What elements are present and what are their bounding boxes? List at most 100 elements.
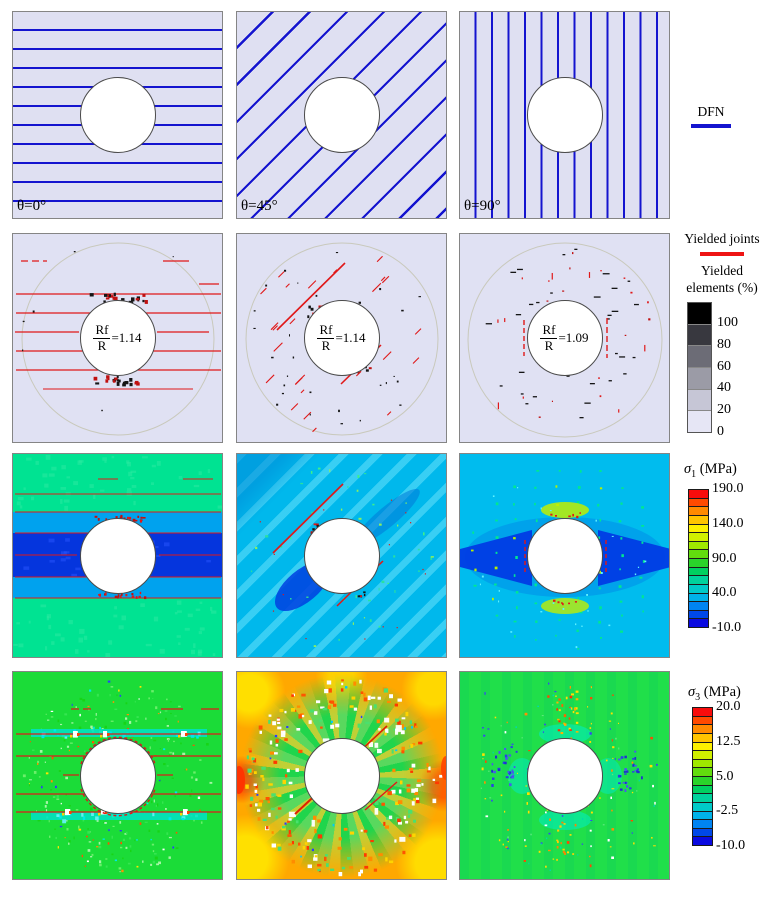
colorbar-cell xyxy=(689,498,708,508)
colorbar-tick-label: 90.0 xyxy=(712,550,737,566)
colorbar-tick-label: 12.5 xyxy=(716,733,741,749)
colorbar-cell xyxy=(689,610,708,620)
colorbar-cell xyxy=(693,820,712,829)
panel-sigma3-theta0 xyxy=(12,671,223,880)
tunnel-circle: Rf R =1.14 xyxy=(79,300,156,376)
colorbar-tick-label: 40.0 xyxy=(712,585,737,601)
colorbar-tick-label: 80 xyxy=(717,336,731,352)
rf-over-r-label: Rf R =1.14 xyxy=(93,321,142,353)
colorbar-cell xyxy=(689,593,708,603)
panel-sigma3-theta45 xyxy=(236,671,447,880)
panel-dfn-theta0: θ=0° xyxy=(12,11,223,219)
colorbar-tick-label: -10.0 xyxy=(716,838,746,853)
sigma1-legend-title: σ1 (MPa) xyxy=(684,461,737,480)
colorbar-cell xyxy=(688,389,711,412)
colorbar-cell xyxy=(689,515,708,525)
colorbar-cell xyxy=(689,507,708,516)
colorbar-cell xyxy=(688,346,711,369)
colorbar-tick-label: 140.0 xyxy=(712,515,744,531)
sigma1-colorbar xyxy=(688,489,709,628)
panel-yielded-theta90: Rf R =1.09 xyxy=(459,233,670,443)
colorbar-cell xyxy=(693,733,712,743)
yielded-elements-colorbar xyxy=(687,302,712,433)
panel-sigma1-theta0 xyxy=(12,453,223,658)
rf-over-r-label: Rf R =1.14 xyxy=(317,321,366,353)
colorbar-cell xyxy=(688,368,711,390)
panel-sigma1-theta90 xyxy=(459,453,670,658)
colorbar-tick-label: -10.0 xyxy=(712,620,742,635)
legend-yielded: Yielded joints Yielded elements (%) xyxy=(664,231,775,296)
tunnel-circle xyxy=(79,77,156,153)
colorbar-tick-label: -2.5 xyxy=(716,803,739,819)
tunnel-circle xyxy=(303,517,380,594)
panel-yielded-theta45: Rf R =1.14 xyxy=(236,233,447,443)
yielded-elements-label-line2: elements (%) xyxy=(686,279,758,295)
colorbar-cell xyxy=(689,576,708,585)
yielded-elements-label-line1: Yielded xyxy=(701,262,743,278)
colorbar-cell xyxy=(689,533,708,542)
sigma3-colorbar-ticks: 20.0 12.5 5.0 -2.5 -10.0 xyxy=(716,700,766,853)
tunnel-circle xyxy=(303,77,380,153)
colorbar-cell xyxy=(693,742,712,752)
sigma3-colorbar xyxy=(692,707,713,846)
tunnel-circle xyxy=(526,77,603,153)
colorbar-cell xyxy=(689,602,708,611)
colorbar-cell xyxy=(689,541,708,551)
colorbar-tick-label: 5.0 xyxy=(716,768,734,784)
yielded-elements-colorbar-ticks: 100 80 60 40 20 0 xyxy=(717,302,762,438)
panel-noise-layer xyxy=(467,242,663,438)
tunnel-circle xyxy=(303,737,380,814)
colorbar-cell xyxy=(689,559,708,568)
panel-noise-layer xyxy=(237,679,446,877)
yielded-joints-label: Yielded joints xyxy=(684,231,760,246)
dfn-legend-label: DFN xyxy=(697,104,725,119)
colorbar-cell xyxy=(689,524,708,534)
colorbar-cell xyxy=(693,751,712,760)
colorbar-cell xyxy=(693,785,712,795)
panel-yielded-theta0: Rf R =1.14 xyxy=(12,233,223,443)
colorbar-tick-label: 40 xyxy=(717,380,731,396)
sigma3-legend-title: σ3 (MPa) xyxy=(688,684,741,703)
colorbar-cell xyxy=(693,794,712,803)
colorbar-cell xyxy=(693,828,712,838)
panel-dfn-theta90: θ=90° xyxy=(459,11,670,219)
colorbar-cell xyxy=(689,490,708,499)
panel-dfn-theta45: θ=45° xyxy=(236,11,447,219)
colorbar-tick-label: 60 xyxy=(717,358,731,374)
colorbar-cell xyxy=(693,768,712,777)
panel-label-theta0: θ=0° xyxy=(17,198,47,214)
yielded-joints-line-swatch xyxy=(700,252,744,256)
tunnel-circle: Rf R =1.14 xyxy=(303,300,380,376)
tunnel-circle xyxy=(526,737,603,814)
colorbar-cell xyxy=(689,550,708,559)
colorbar-cell xyxy=(693,777,712,786)
tunnel-circle xyxy=(526,517,603,594)
sigma1-colorbar-ticks: 190.0 140.0 90.0 40.0 -10.0 xyxy=(712,482,762,635)
colorbar-cell xyxy=(689,567,708,577)
colorbar-cell xyxy=(693,708,712,717)
colorbar-cell xyxy=(693,759,712,769)
legend-dfn: DFN xyxy=(686,104,736,128)
colorbar-cell xyxy=(693,725,712,734)
panel-sigma1-theta45 xyxy=(236,453,447,658)
rf-over-r-label: Rf R =1.09 xyxy=(540,321,589,353)
colorbar-cell xyxy=(693,716,712,726)
colorbar-cell xyxy=(693,811,712,821)
dfn-line-swatch xyxy=(691,124,731,128)
panel-label-theta45: θ=45° xyxy=(241,198,278,214)
tunnel-circle xyxy=(79,737,156,814)
panel-sigma3-theta90 xyxy=(459,671,670,880)
colorbar-cell xyxy=(689,584,708,594)
colorbar-cell xyxy=(688,303,711,325)
colorbar-cell xyxy=(688,411,711,433)
colorbar-tick-label: 20 xyxy=(717,402,731,418)
tunnel-circle: Rf R =1.09 xyxy=(526,300,603,376)
colorbar-cell xyxy=(693,802,712,812)
colorbar-cell xyxy=(693,837,712,845)
colorbar-tick-label: 100 xyxy=(717,314,738,330)
colorbar-tick-label: 20.0 xyxy=(716,699,741,714)
colorbar-cell xyxy=(688,324,711,347)
tunnel-circle xyxy=(79,517,156,594)
colorbar-tick-label: 190.0 xyxy=(712,481,744,496)
